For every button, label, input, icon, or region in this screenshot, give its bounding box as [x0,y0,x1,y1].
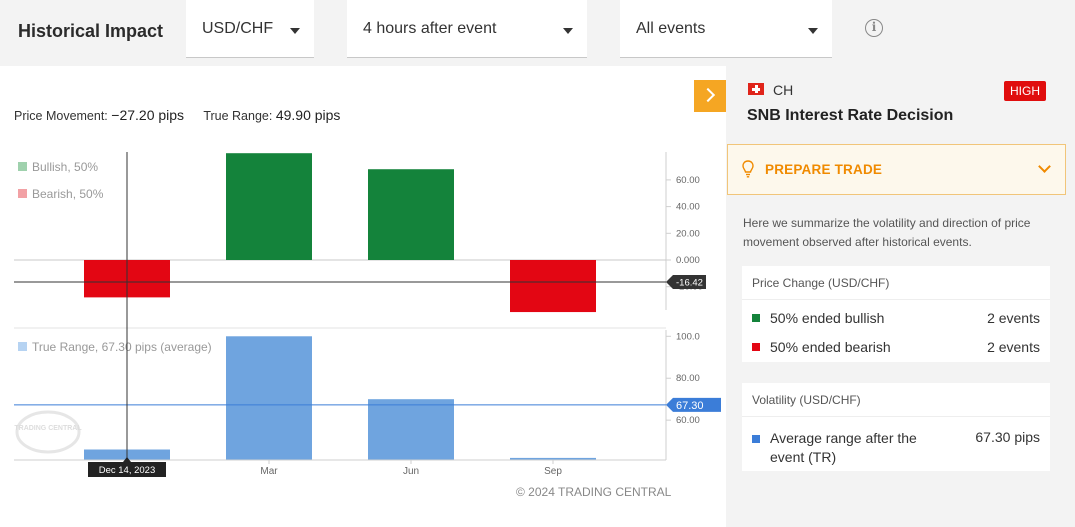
caret-down-icon [563,28,573,34]
volatility-text: Average range after the event (TR) [770,430,917,465]
range-y-tick-label: 80.00 [676,373,700,384]
bullish-row: 50% ended bullish 2 events [742,304,1050,333]
bearish-row: 50% ended bearish 2 events [742,333,1050,362]
x-axis-label: Sep [544,466,562,477]
range-y-tick-label: 60.00 [676,415,700,426]
watermark-logo [15,410,81,454]
true-range-label: True Range: [203,109,273,123]
x-axis-label: Mar [260,466,278,477]
bearish-legend-marker [752,343,760,351]
average-value-label: 67.30 [676,400,704,412]
true-range-legend-label: True Range, 67.30 pips (average) [32,340,212,354]
x-axis-label: Jun [403,466,419,477]
crosshair-date-tag [88,462,166,477]
bearish-legend-swatch [18,189,27,198]
range-y-tick-label: 100.0 [676,331,700,342]
bullish-legend-label: Bullish, 50% [32,160,98,174]
currency-pair-value: USD/CHF [202,20,274,37]
true-range-legend-swatch [18,342,27,351]
event-title: SNB Interest Rate Decision [747,107,954,124]
events-filter-select[interactable]: All events [620,0,832,58]
price-change-title: Price Change (USD/CHF) [742,266,1050,300]
true-range-value: 49.90 pips [275,107,341,123]
header-bar: Historical Impact USD/CHF 4 hours after … [0,0,1075,66]
volatility-card: Volatility (USD/CHF) Average range after… [742,383,1050,471]
bullish-text: 50% ended bullish [770,310,885,326]
price-stats: Price Movement: −27.20 pips True Range: … [14,107,356,123]
summary-text: Here we summarize the volatility and dir… [743,216,1031,249]
bullish-bar [226,153,312,260]
average-value-tag [666,397,721,412]
info-icon[interactable]: i [865,19,883,37]
prepare-trade-toggle[interactable]: PREPARE TRADE [727,144,1066,195]
price-y-tick-label: 0.000 [676,255,700,266]
volatility-title: Volatility (USD/CHF) [742,383,1050,417]
true-range-bar [226,336,312,460]
bullish-legend-marker [752,314,760,322]
bullish-bar [368,169,454,260]
range-legend-marker [752,435,760,443]
currency-pair-select[interactable]: USD/CHF [186,0,314,58]
copyright-text: © 2024 TRADING CENTRAL [516,485,672,499]
swiss-flag-icon [748,83,764,95]
chevron-right-icon [700,87,716,103]
event-details-panel: CH HIGH SNB Interest Rate Decision PREPA… [726,66,1075,527]
events-filter-value: All events [636,20,706,37]
true-range-bar [510,457,596,460]
bearish-legend-label: Bearish, 50% [32,187,104,201]
crosshair-value-tag [666,275,706,289]
country-code: CH [773,82,794,98]
lightbulb-icon [742,160,754,178]
bullish-legend-swatch [18,162,27,171]
chevron-down-icon [1038,160,1051,173]
true-range-bar [368,399,454,460]
caret-down-icon [808,28,818,34]
crosshair-date-label: Dec 14, 2023 [99,465,156,476]
impact-badge: HIGH [1004,81,1046,101]
price-change-card: Price Change (USD/CHF) 50% ended bullish… [742,266,1050,362]
prepare-trade-label: PREPARE TRADE [765,162,883,177]
bearish-bar [510,260,596,313]
volatility-row: Average range after the event (TR) 67.30… [742,421,1050,471]
crosshair-date-pointer [123,457,131,462]
bearish-text: 50% ended bearish [770,339,891,355]
bearish-count: 2 events [987,339,1040,355]
time-window-select[interactable]: 4 hours after event [347,0,587,58]
price-movement-value: −27.20 pips [111,107,185,123]
price-y-tick-label: 40.00 [676,202,700,213]
collapse-panel-button[interactable] [694,80,726,112]
volatility-value: 67.30 pips [975,429,1040,445]
price-y-tick-label: 60.00 [676,175,700,186]
price-movement-label: Price Movement: [14,109,108,123]
price-y-tick-label: 20.00 [676,228,700,239]
bullish-count: 2 events [987,310,1040,326]
watermark-text: TRADING CENTRAL [14,425,82,432]
crosshair-value-label: -16.42 [676,278,703,289]
historical-impact-chart[interactable]: 60.0040.0020.000.000-20.00-16.42Bullish,… [0,140,726,485]
page-title: Historical Impact [18,21,164,41]
time-window-value: 4 hours after event [363,20,497,37]
caret-down-icon [290,28,300,34]
